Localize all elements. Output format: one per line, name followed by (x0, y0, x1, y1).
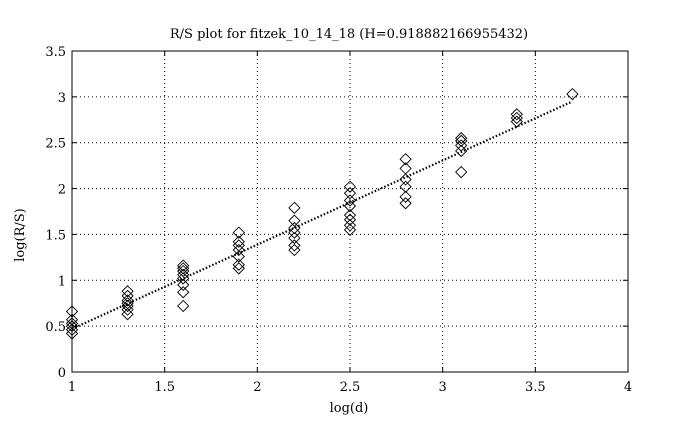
fit-line-group (71, 100, 573, 330)
y-tick-labels: 0 0.5 1 1.5 2 2.5 3 3.5 (45, 45, 66, 381)
x-tick-label: 1.5 (154, 380, 175, 395)
plot-frame (71, 50, 629, 373)
data-point (455, 131, 468, 145)
data-point (510, 115, 523, 128)
x-tick-label: 4 (624, 380, 632, 395)
data-point (399, 190, 412, 203)
data-point (177, 299, 190, 313)
data-point (232, 258, 245, 271)
data-point (232, 262, 245, 275)
y-tick-label: 2 (58, 183, 66, 198)
fit-line (71, 100, 573, 330)
data-point (288, 226, 301, 239)
x-tick-labels: 1 1.5 2 2.5 3 3.5 4 (68, 380, 632, 395)
data-point (455, 165, 468, 179)
y-axis-label: log(R/S) (13, 208, 28, 262)
x-tick-label: 2.5 (340, 380, 361, 395)
data-point (288, 221, 301, 235)
data-point (343, 199, 357, 213)
y-tick-label: 1 (58, 274, 66, 289)
data-point (177, 264, 190, 278)
data-point (177, 259, 190, 272)
data-point (343, 219, 357, 232)
data-point (232, 243, 245, 257)
data-point (121, 308, 134, 321)
y-tick-label: 3.5 (45, 45, 66, 60)
data-point (510, 108, 523, 121)
data-point (455, 134, 468, 148)
data-point (343, 194, 357, 207)
data-point (288, 239, 301, 252)
y-tick-label: 3 (58, 91, 66, 106)
data-point (288, 214, 301, 227)
data-point (177, 278, 190, 292)
data-point (288, 201, 301, 214)
data-point (510, 111, 523, 125)
data-point (455, 144, 468, 158)
data-point (343, 187, 357, 200)
data-point (232, 239, 245, 252)
data-points (65, 87, 579, 340)
data-point (232, 226, 245, 239)
data-point (288, 231, 301, 245)
data-point (343, 223, 357, 236)
x-axis-label: log(d) (330, 401, 369, 416)
chart-title: R/S plot for fitzek_10_14_18 (H=0.918882… (170, 27, 528, 42)
y-tick-label: 2.5 (45, 137, 66, 152)
y-tick-label: 0.5 (45, 320, 66, 335)
x-tick-label: 3.5 (525, 380, 546, 395)
data-point (288, 243, 301, 257)
y-tick-label: 1.5 (45, 228, 66, 243)
data-point (343, 213, 357, 226)
data-point (343, 180, 357, 193)
x-tick-label: 3 (439, 380, 447, 395)
x-tick-label: 1 (68, 380, 76, 395)
data-point (177, 262, 190, 275)
data-point (399, 197, 412, 210)
data-point (343, 209, 357, 222)
data-point (177, 286, 190, 299)
data-point (232, 250, 245, 263)
data-point (566, 87, 579, 101)
data-point (121, 289, 134, 303)
y-tick-label: 0 (58, 366, 66, 381)
data-point (121, 294, 134, 307)
data-point (399, 173, 412, 186)
data-point (121, 285, 134, 298)
x-tick-label: 2 (253, 380, 261, 395)
data-point (177, 272, 190, 285)
data-point (399, 153, 412, 166)
data-point (121, 299, 134, 313)
data-point (455, 139, 468, 152)
data-point (121, 297, 134, 310)
data-point (232, 235, 245, 248)
data-point (399, 162, 412, 175)
data-point (399, 180, 412, 193)
